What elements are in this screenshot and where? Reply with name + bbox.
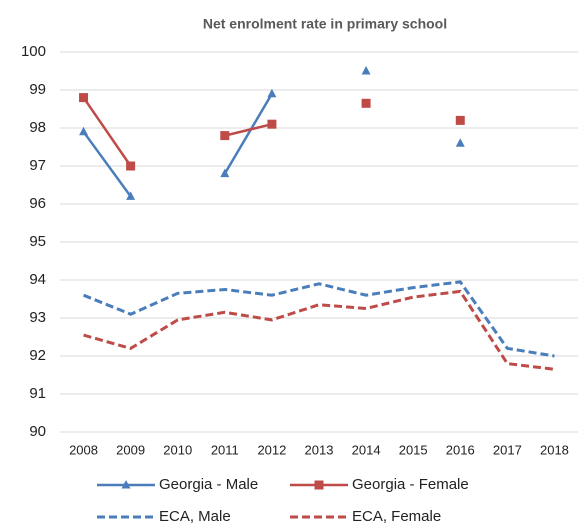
x-tick-label: 2015: [399, 442, 428, 457]
x-tick-label: 2010: [163, 442, 192, 457]
series-line: [223, 93, 273, 175]
marker: [220, 168, 230, 178]
x-tick-label: 2013: [305, 442, 334, 457]
x-tick-label: 2018: [540, 442, 569, 457]
x-tick-label: 2017: [493, 442, 522, 457]
y-tick-label: 98: [29, 119, 46, 136]
series-line: [224, 122, 273, 137]
marker: [121, 480, 131, 489]
x-tick-label: 2011: [211, 442, 239, 457]
y-tick-label: 91: [29, 385, 46, 402]
series-line: [82, 96, 132, 167]
legend-label: Georgia - Female: [352, 476, 469, 493]
x-tick-label: 2016: [446, 442, 475, 457]
y-tick-label: 100: [21, 43, 46, 60]
y-tick-label: 95: [29, 233, 46, 250]
marker: [314, 480, 324, 490]
series-line: [82, 131, 132, 198]
series-line: [82, 280, 555, 358]
legend-label: ECA, Female: [352, 508, 441, 525]
marker: [126, 161, 136, 171]
marker: [126, 191, 136, 200]
legend-label: ECA, Male: [159, 508, 231, 525]
marker: [455, 115, 465, 125]
y-tick-label: 96: [29, 195, 46, 212]
series-line: [83, 289, 555, 371]
y-tick-label: 99: [29, 81, 46, 98]
marker: [267, 88, 277, 98]
chart-title: Net enrolment rate in primary school: [203, 16, 447, 32]
y-tick-label: 92: [29, 347, 46, 364]
marker: [79, 126, 89, 136]
x-tick-label: 2012: [257, 442, 286, 457]
marker: [361, 66, 371, 75]
marker: [267, 119, 277, 129]
legend-label: Georgia - Male: [159, 476, 258, 493]
marker: [455, 138, 465, 147]
x-tick-label: 2014: [352, 442, 381, 457]
marker: [220, 131, 230, 141]
y-tick-label: 93: [29, 309, 46, 326]
marker: [79, 93, 89, 103]
marker: [361, 98, 371, 108]
y-tick-label: 90: [29, 423, 46, 440]
x-tick-label: 2009: [116, 442, 145, 457]
y-tick-label: 97: [29, 157, 46, 174]
y-tick-label: 94: [29, 271, 46, 288]
x-tick-label: 2008: [69, 442, 98, 457]
